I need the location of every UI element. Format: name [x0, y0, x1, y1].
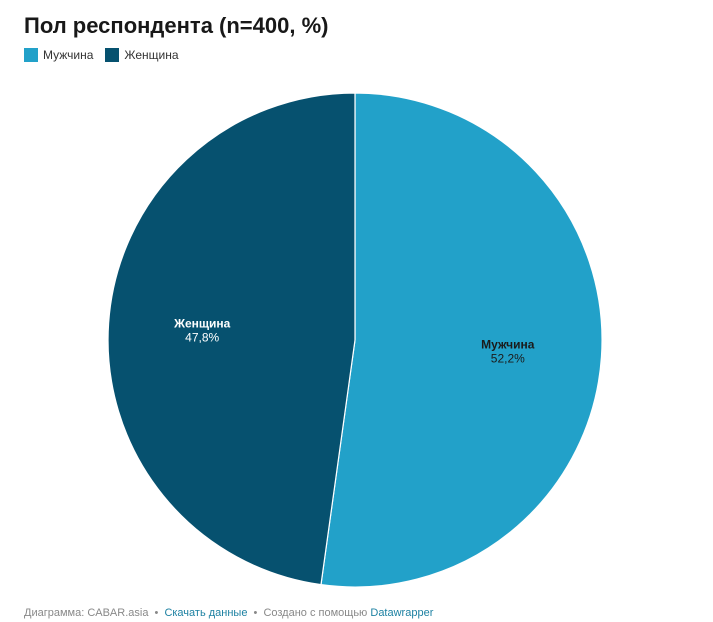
legend: Мужчина Женщина: [24, 48, 179, 62]
footer-separator-1: •: [154, 607, 159, 619]
pie-slice-female[interactable]: [107, 92, 356, 586]
slice-value-female: 47,8%: [185, 330, 219, 344]
slice-label-male: Мужчина: [481, 338, 535, 352]
footer-separator-2: •: [253, 607, 258, 619]
legend-label-female: Женщина: [124, 48, 179, 62]
footer-source: Диаграмма: CABAR.asia: [24, 607, 149, 619]
chart-footer: Диаграмма: CABAR.asia • Скачать данные •…: [24, 606, 433, 620]
legend-swatch-female: [105, 48, 120, 62]
legend-item-male: Мужчина: [24, 48, 93, 62]
download-data-link[interactable]: Скачать данные: [164, 607, 248, 619]
slice-value-male: 52,2%: [491, 352, 525, 366]
legend-item-female: Женщина: [105, 48, 179, 62]
pie-slice-male[interactable]: [320, 92, 603, 588]
datawrapper-link[interactable]: Datawrapper: [370, 607, 434, 619]
chart-title: Пол респондента (n=400, %): [24, 13, 329, 38]
legend-swatch-male: [24, 48, 38, 62]
footer-created-with: Создано с помощью: [263, 607, 368, 619]
slice-label-female: Женщина: [173, 316, 231, 330]
legend-label-male: Мужчина: [43, 48, 94, 62]
